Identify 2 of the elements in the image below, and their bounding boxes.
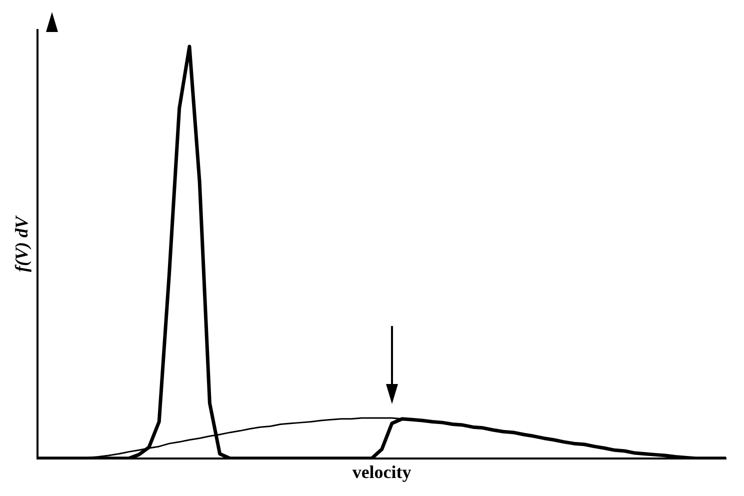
y-axis-title: f(V) dV — [11, 214, 32, 272]
x-axis-title: velocity — [352, 462, 412, 482]
